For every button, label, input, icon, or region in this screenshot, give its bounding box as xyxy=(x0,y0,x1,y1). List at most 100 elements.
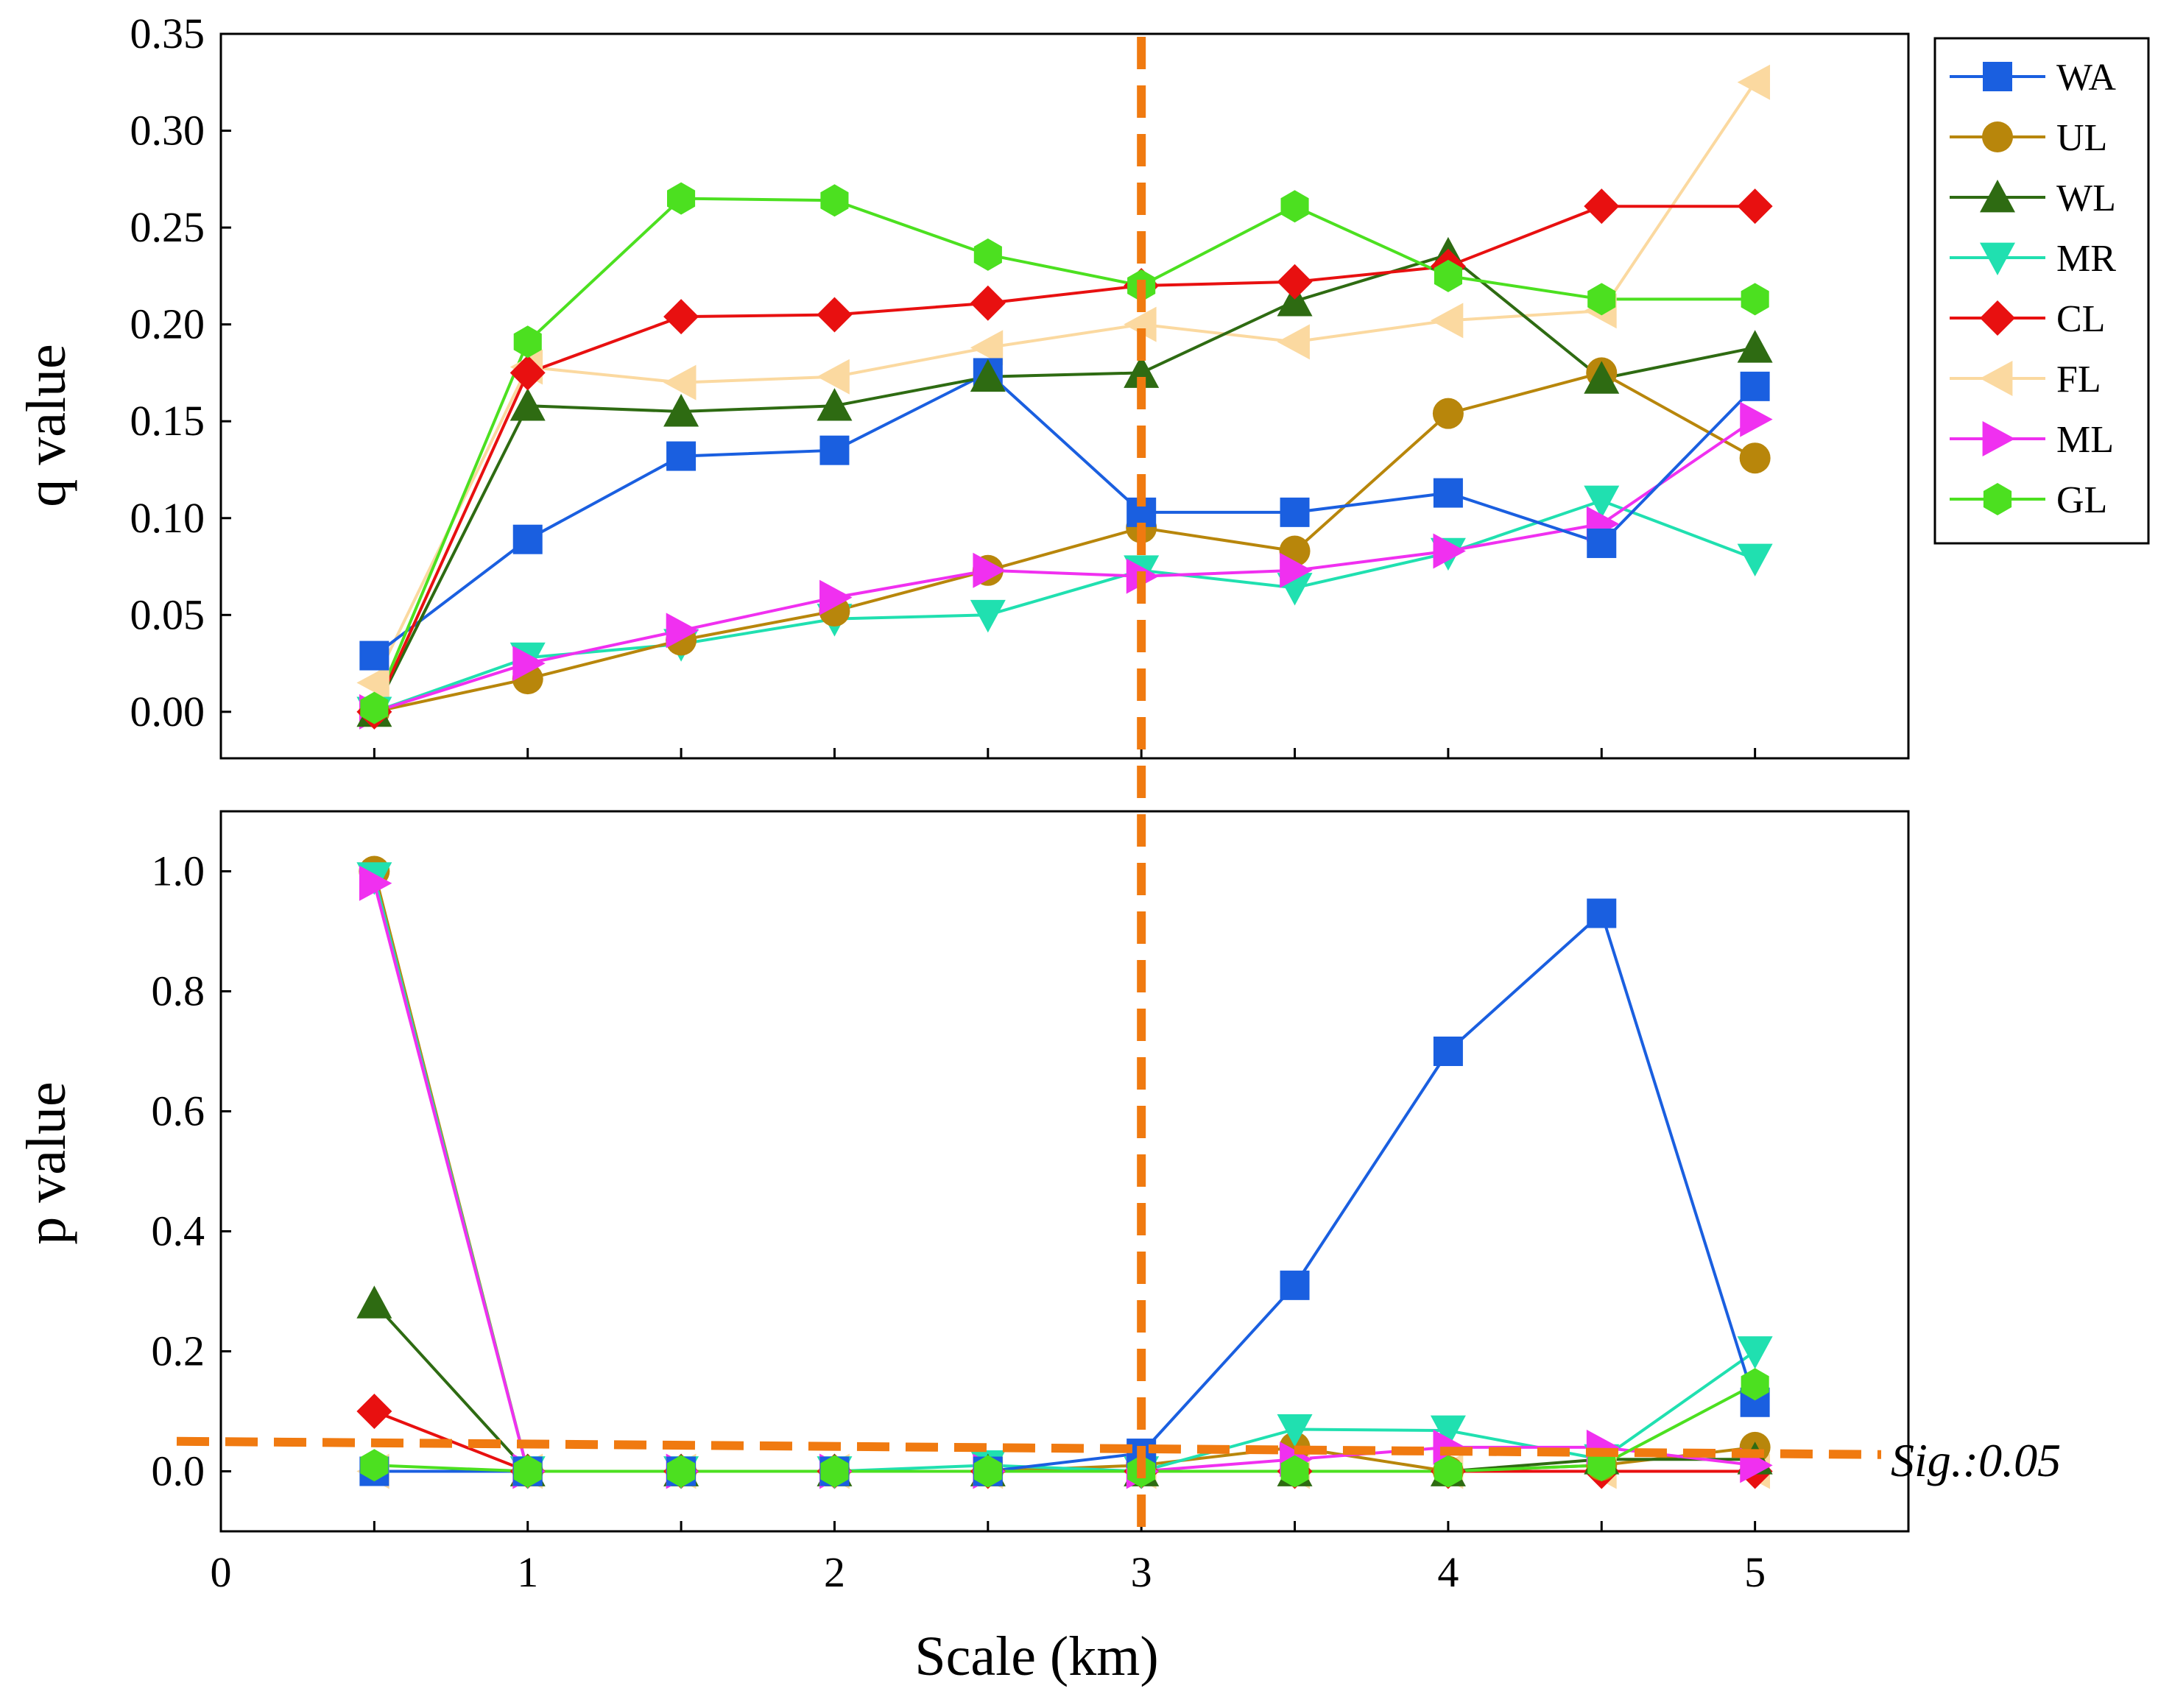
data-point-FL xyxy=(663,364,697,400)
x-axis: 0 1 2 3 4 5 xyxy=(211,1548,1766,1596)
data-point-MR xyxy=(1277,1414,1313,1447)
data-point-FL xyxy=(970,330,1004,366)
x-tick-label: 2 xyxy=(824,1548,845,1596)
data-point-WA xyxy=(1280,1270,1310,1300)
legend-label-MR: MR xyxy=(2056,238,2116,280)
legend-marker-MR xyxy=(1980,242,2015,275)
legend-label-GL: GL xyxy=(2056,479,2107,521)
data-point-GL xyxy=(667,1455,696,1488)
data-point-GL xyxy=(1587,1449,1616,1482)
data-point-WA xyxy=(512,524,543,554)
data-point-GL xyxy=(1741,1368,1769,1401)
series-line-CL xyxy=(373,205,1755,713)
data-point-WA xyxy=(666,441,697,471)
data-point-FL xyxy=(356,665,389,701)
q-panel-frame xyxy=(219,32,1910,760)
data-point-UL xyxy=(1432,398,1464,429)
series-line-WA xyxy=(373,370,1757,657)
data-point-CL xyxy=(1584,188,1620,225)
x-axis-title: Scale (km) xyxy=(914,1626,1158,1687)
p-panel-frame xyxy=(219,810,1910,1533)
legend-marker-UL xyxy=(1982,121,2013,152)
y-tick-label: 0.4 xyxy=(152,1207,205,1255)
legend-box xyxy=(1933,37,2150,545)
legend-marker-FL xyxy=(1980,361,2013,396)
legend-label-WL: WL xyxy=(2056,177,2116,219)
legend-label-ML: ML xyxy=(2056,419,2114,461)
data-point-WA xyxy=(819,435,850,465)
series-line-GL xyxy=(373,197,1755,709)
data-point-GL xyxy=(1434,1455,1462,1488)
data-point-MR xyxy=(1584,485,1620,519)
x-tick-label: 3 xyxy=(1131,1548,1152,1596)
data-point-GL xyxy=(1280,190,1309,223)
y-tick-label: 0.00 xyxy=(130,688,205,735)
y-tick-label: 0.15 xyxy=(130,397,205,445)
data-point-CL xyxy=(663,299,699,335)
legend-label-CL: CL xyxy=(2056,298,2105,340)
data-point-GL xyxy=(360,1449,389,1482)
data-point-WA xyxy=(1587,898,1617,928)
y-tick-label: 0.0 xyxy=(152,1447,205,1495)
x-tick-label: 0 xyxy=(211,1548,232,1596)
data-point-WL xyxy=(356,1285,392,1319)
data-point-WL xyxy=(1584,361,1620,394)
y-tick-label: 1.0 xyxy=(152,847,205,895)
data-point-GL xyxy=(513,1455,542,1488)
reference-lines xyxy=(176,37,1882,1535)
data-point-WL xyxy=(1737,330,1773,363)
series-line-GL xyxy=(374,1383,1756,1473)
data-point-CL xyxy=(1277,264,1313,300)
data-point-ML xyxy=(359,865,392,901)
data-point-FL xyxy=(1737,64,1771,100)
data-point-WL xyxy=(509,388,546,421)
x-tick-label: 4 xyxy=(1437,1548,1459,1596)
data-point-MR xyxy=(1430,1415,1466,1449)
data-point-WA xyxy=(1740,371,1770,401)
data-point-WL xyxy=(1277,283,1313,317)
q-axis-title: q value xyxy=(15,344,77,507)
data-point-WL xyxy=(663,394,699,427)
data-point-ML xyxy=(819,579,853,615)
data-point-MR xyxy=(970,599,1006,633)
data-point-ML xyxy=(512,646,546,682)
data-point-WL xyxy=(817,388,853,421)
data-point-CL xyxy=(356,1394,392,1429)
y-tick-label: 0.2 xyxy=(152,1327,205,1375)
legend-marker-ML xyxy=(1982,421,2015,456)
data-point-WA xyxy=(1587,528,1617,558)
y-tick-label: 0.35 xyxy=(130,10,205,57)
data-point-CL xyxy=(509,355,546,391)
data-point-FL xyxy=(817,359,850,395)
legend-label-WA: WA xyxy=(2056,57,2116,99)
series-line-MR xyxy=(373,498,1756,713)
data-point-GL xyxy=(820,1455,849,1488)
data-point-GL xyxy=(360,691,389,724)
data-point-CL xyxy=(1737,188,1773,225)
significance-line xyxy=(176,1436,1882,1459)
data-point-GL xyxy=(1280,1455,1309,1488)
series-line-ML xyxy=(373,883,1755,1473)
y-tick-label: 0.05 xyxy=(130,590,205,638)
data-point-ML xyxy=(973,552,1006,588)
y-tick-label: 0.6 xyxy=(152,1087,205,1135)
legend-marker-CL xyxy=(1980,300,2015,336)
series-line-WA xyxy=(374,911,1757,1473)
legend-marker-WA xyxy=(1983,62,2012,91)
data-point-ML xyxy=(1433,533,1466,569)
data-point-ML xyxy=(1280,552,1313,588)
series-line-MR xyxy=(373,877,1756,1473)
legend-marker-GL xyxy=(1983,483,2012,515)
data-point-FL xyxy=(1124,306,1157,342)
data-point-ML xyxy=(666,613,699,649)
y-tick-label: 0.30 xyxy=(130,107,205,155)
data-point-WL xyxy=(970,359,1006,392)
series-line-UL xyxy=(373,371,1756,713)
data-point-WL xyxy=(1124,355,1160,388)
data-point-FL xyxy=(1277,324,1310,360)
data-point-GL xyxy=(1741,283,1769,316)
q-panel: 0.00 0.05 0.10 0.15 0.20 0.25 0.30 0.35 xyxy=(130,10,1910,760)
y-tick-label: 0.10 xyxy=(130,494,205,542)
series-line-ML xyxy=(373,417,1756,713)
